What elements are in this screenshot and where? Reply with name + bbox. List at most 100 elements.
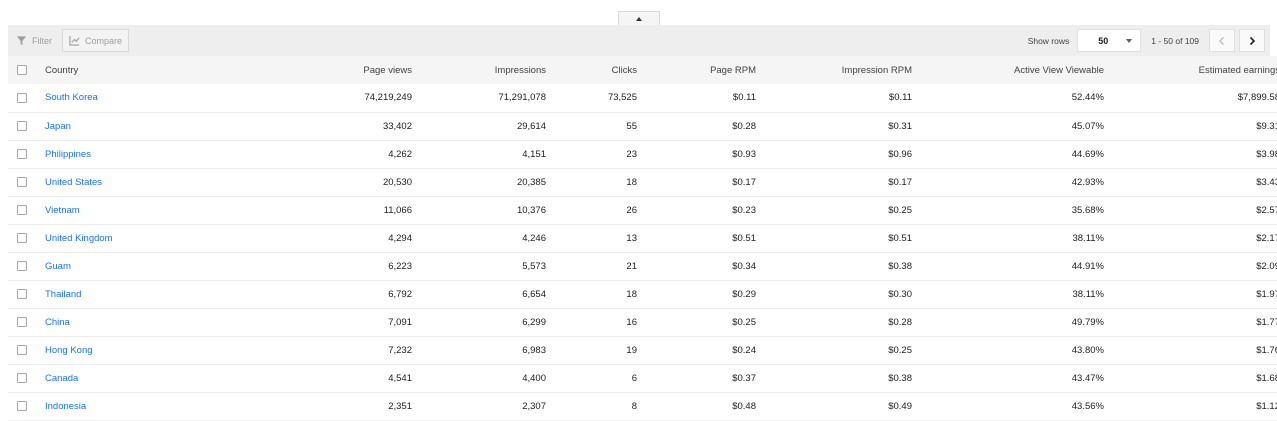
row-checkbox[interactable] [17, 148, 27, 159]
country-link[interactable]: Guam [45, 260, 71, 272]
impression-rpm-cell: $0.25 [888, 204, 912, 216]
country-link[interactable]: Canada [45, 372, 79, 384]
column-header-active-view-viewable[interactable]: Active View Viewable [1014, 64, 1104, 76]
impression-rpm-cell: $0.51 [888, 232, 912, 244]
country-cell: United Kingdom [36, 224, 278, 252]
table-header-row: Country Page views Impressions Clicks Pa… [8, 56, 1277, 84]
active-view-cell: 38.11% [1072, 232, 1104, 244]
country-cell: China [36, 308, 278, 336]
country-link[interactable]: China [45, 316, 70, 328]
row-checkbox[interactable] [17, 344, 27, 355]
clicks-cell: 6 [631, 372, 637, 384]
page-views-cell: 4,294 [388, 232, 412, 244]
row-checkbox[interactable] [17, 372, 27, 383]
column-header-impressions[interactable]: Impressions [494, 64, 546, 76]
column-header-country[interactable]: Country [45, 64, 79, 76]
page-views-cell: 11,066 [383, 204, 412, 216]
country-link[interactable]: South Korea [45, 92, 98, 104]
dropdown-arrow-icon [1126, 38, 1133, 43]
row-checkbox[interactable] [17, 176, 27, 187]
active-view-cell: 52.44% [1071, 92, 1104, 104]
country-link[interactable]: United Kingdom [45, 232, 113, 244]
row-checkbox[interactable] [17, 400, 27, 411]
active-view-cell: 43.56% [1071, 400, 1104, 412]
report-table: Country Page views Impressions Clicks Pa… [8, 56, 1277, 421]
impression-rpm-cell: $0.11 [888, 92, 912, 104]
country-cell: South Korea [36, 84, 278, 112]
row-select-cell [8, 280, 36, 308]
country-link[interactable]: Indonesia [45, 400, 87, 412]
active-view-cell: 44.69% [1071, 148, 1104, 160]
clicks-cell: 19 [626, 344, 637, 356]
collapse-chart-button[interactable] [618, 11, 660, 25]
compare-button[interactable]: Compare [62, 29, 130, 52]
country-link[interactable]: Vietnam [45, 204, 80, 216]
table-row: Japan 33,402 29,614 55 $0.28 $0.31 45.07% $9.31 [8, 112, 1277, 140]
estimated-earnings-cell: $3.98 [1256, 148, 1277, 160]
show-rows-label: Show rows [1027, 35, 1070, 46]
row-select-cell [8, 224, 36, 252]
country-link[interactable]: Thailand [45, 288, 82, 300]
country-cell: Thailand [36, 280, 278, 308]
impression-rpm-cell: $0.30 [888, 288, 912, 300]
rows-per-page-select[interactable]: 50 [1077, 29, 1142, 52]
table-row: China 7,091 6,299 16 $0.25 $0.28 49.79% $1.77 [8, 308, 1277, 336]
impression-rpm-cell: $0.38 [888, 260, 912, 272]
page-views-cell: 74,219,249 [364, 92, 412, 104]
page-rpm-cell: $0.28 [732, 120, 756, 132]
estimated-earnings-cell: $1.77 [1256, 316, 1277, 328]
column-header-estimated-earnings[interactable]: Estimated earnings [1198, 64, 1277, 76]
impressions-cell: 5,573 [522, 260, 546, 272]
page-rpm-cell: $0.51 [732, 232, 756, 244]
row-checkbox[interactable] [17, 288, 27, 299]
active-view-cell: 43.80% [1071, 344, 1104, 356]
country-cell: Philippines [36, 140, 278, 168]
table-row: South Korea 74,219,249 71,291,078 73,525 $0.… [8, 84, 1277, 112]
column-header-page-views[interactable]: Page views [363, 64, 412, 76]
impression-rpm-cell: $0.17 [888, 176, 912, 188]
impressions-cell: 4,246 [522, 232, 546, 244]
estimated-earnings-cell: $7,899.58 [1237, 92, 1277, 104]
impressions-cell: 20,385 [516, 176, 546, 188]
filter-icon [16, 36, 27, 46]
table-row: Vietnam 11,066 10,376 26 $0.23 $0.25 35.68% $2.… [8, 196, 1277, 224]
table-toolbar: Filter Compare Show rows 50 1 - 50 of 10… [8, 25, 1270, 56]
impressions-cell: 2,307 [522, 400, 546, 412]
row-checkbox[interactable] [17, 260, 27, 271]
row-checkbox[interactable] [17, 316, 27, 327]
column-header-page-rpm[interactable]: Page RPM [710, 64, 756, 76]
page-rpm-cell: $0.23 [732, 204, 756, 216]
impression-rpm-cell: $0.38 [888, 372, 912, 384]
active-view-cell: 49.79% [1071, 316, 1104, 328]
next-page-button[interactable] [1239, 29, 1265, 52]
impression-rpm-cell: $0.96 [888, 148, 912, 160]
column-header-clicks[interactable]: Clicks [611, 64, 637, 76]
row-select-cell [8, 168, 36, 196]
country-cell: Hong Kong [36, 336, 278, 364]
clicks-cell: 26 [626, 204, 637, 216]
page-views-cell: 4,262 [388, 148, 412, 160]
page-views-cell: 20,530 [382, 176, 412, 188]
page-rpm-cell: $0.24 [732, 344, 756, 356]
row-checkbox[interactable] [17, 232, 27, 243]
filter-button[interactable]: Filter [10, 29, 58, 52]
country-link[interactable]: Japan [45, 120, 71, 132]
row-checkbox[interactable] [17, 120, 27, 131]
country-cell: Guam [36, 252, 278, 280]
select-all-checkbox[interactable] [17, 64, 27, 75]
row-checkbox[interactable] [17, 92, 27, 103]
chevron-left-icon [1219, 36, 1224, 45]
table-row: Guam 6,223 5,573 21 $0.34 $0.38 44.91% $2.09 [8, 252, 1277, 280]
column-header-impression-rpm[interactable]: Impression RPM [841, 64, 912, 76]
country-link[interactable]: Philippines [45, 148, 91, 160]
page-rpm-cell: $0.93 [732, 148, 756, 160]
row-select-cell [8, 84, 36, 112]
active-view-cell: 44.91% [1071, 260, 1104, 272]
country-link[interactable]: Hong Kong [45, 344, 93, 356]
previous-page-button[interactable] [1209, 29, 1235, 52]
clicks-cell: 73,525 [607, 92, 637, 104]
row-checkbox[interactable] [17, 204, 27, 215]
country-link[interactable]: United States [45, 176, 103, 188]
active-view-cell: 42.93% [1071, 176, 1104, 188]
impressions-cell: 71,291,078 [498, 92, 546, 104]
